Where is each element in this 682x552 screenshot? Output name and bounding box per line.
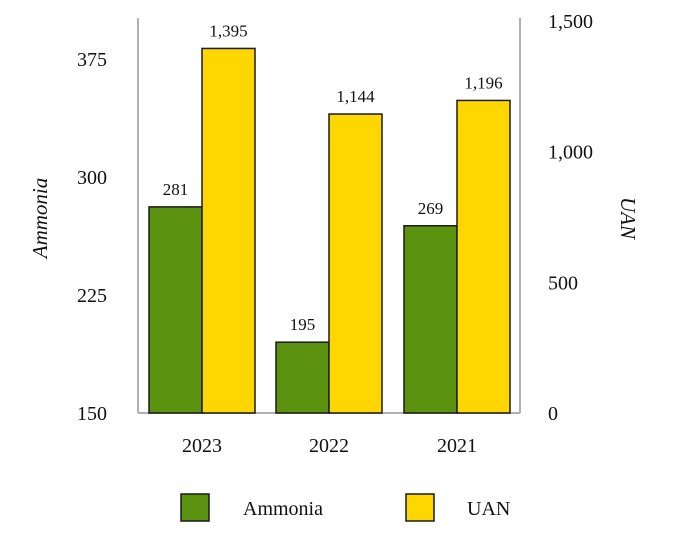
- bar-ammonia-2022: [275, 341, 330, 414]
- bar-label-uan-2021: 1,196: [464, 73, 502, 92]
- right-axis-title: UAN: [616, 197, 640, 240]
- bar-ammonia-2021: [403, 225, 458, 414]
- right-tick-label: 1,000: [548, 142, 593, 164]
- left-axis-title: Ammonia: [28, 178, 52, 261]
- bar-label-uan-2023: 1,395: [209, 21, 247, 40]
- left-tick-label: 300: [77, 167, 107, 189]
- category-label-2021: 2021: [437, 435, 477, 457]
- category-label-2022: 2022: [309, 435, 349, 457]
- bar-label-uan-2022: 1,144: [336, 87, 375, 106]
- legend-label-ammonia: Ammonia: [243, 498, 323, 520]
- bar-uan-2023: [201, 47, 256, 414]
- legend-swatch-ammonia: [180, 493, 210, 522]
- bar-uan-2022: [328, 113, 383, 414]
- left-tick-label: 375: [77, 49, 107, 71]
- bar-label-ammonia-2021: 269: [418, 199, 444, 218]
- bar-label-ammonia-2023: 281: [163, 180, 189, 199]
- left-tick-label: 150: [77, 403, 107, 425]
- bars: [148, 47, 511, 414]
- bar-label-ammonia-2022: 195: [290, 315, 316, 334]
- left-tick-label: 225: [77, 285, 107, 307]
- category-label-2023: 2023: [182, 435, 222, 457]
- legend: Ammonia UAN: [180, 493, 510, 522]
- bar-ammonia-2023: [148, 206, 203, 414]
- legend-swatch-uan: [405, 493, 435, 522]
- right-axis-ticks: 0 500 1,000 1,500: [548, 11, 593, 425]
- bar-labels: 281 1,395 195 1,144 269 1,196: [163, 21, 503, 334]
- bar-uan-2021: [456, 99, 511, 414]
- category-labels: 2023 2022 2021: [182, 435, 477, 457]
- right-tick-label: 0: [548, 403, 558, 425]
- left-axis-ticks: 150 225 300 375: [77, 49, 107, 425]
- right-tick-label: 1,500: [548, 11, 593, 33]
- legend-label-uan: UAN: [467, 498, 510, 520]
- right-tick-label: 500: [548, 272, 578, 294]
